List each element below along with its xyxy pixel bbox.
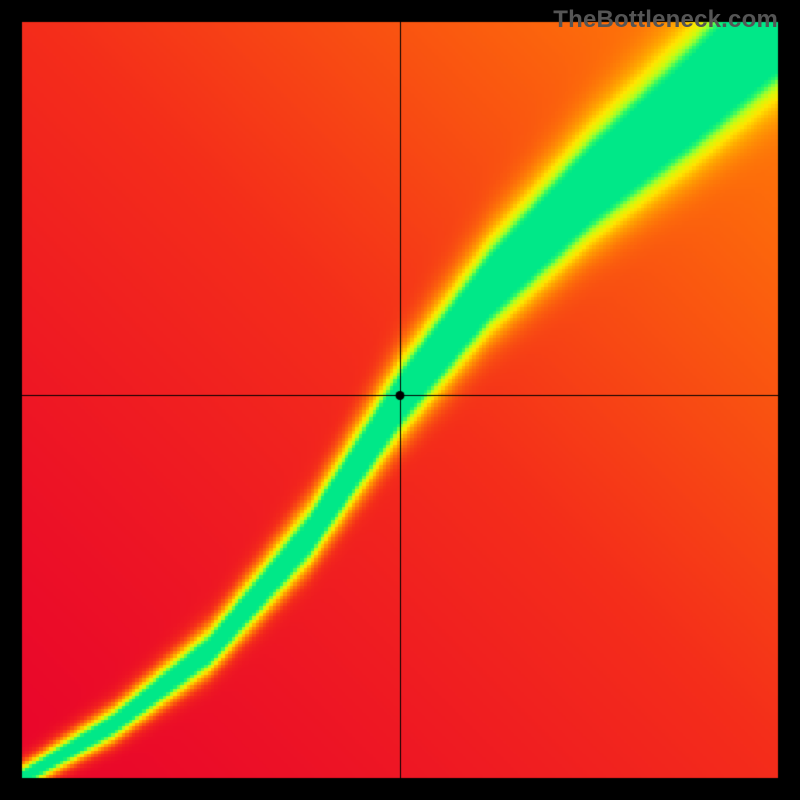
bottleneck-heatmap bbox=[0, 0, 800, 800]
chart-container: TheBottleneck.com bbox=[0, 0, 800, 800]
watermark-text: TheBottleneck.com bbox=[553, 6, 778, 34]
